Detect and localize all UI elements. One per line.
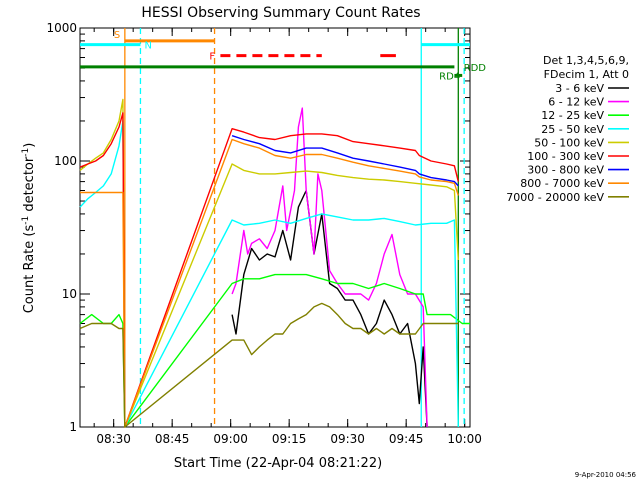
x-axis-label: Start Time (22-Apr-04 08:21:22) (174, 456, 382, 471)
legend-label: 12 - 25 keV (541, 109, 604, 122)
y-tick-label: 10 (62, 287, 77, 301)
legend-header-line1: Det 1,3,4,5,6,9, (543, 54, 629, 67)
y-axis-label-sup2: -1 (21, 148, 31, 157)
x-tick-labels: 08:30 08:45 09:00 09:15 09:30 09:45 10:00 (96, 432, 482, 446)
y-axis-label-sup1: -1 (21, 216, 31, 225)
series-line (80, 138, 459, 428)
y-tick-labels: 1 10 100 1000 (46, 21, 77, 434)
vertical-markers (124, 28, 465, 427)
legend-label: 50 - 100 keV (534, 136, 604, 149)
flag-label: N (144, 41, 151, 52)
y-tick-label: 100 (54, 154, 77, 168)
flag-bars: S N F RDD RD4 (80, 30, 487, 82)
series-line (231, 189, 428, 428)
series-line (79, 98, 459, 428)
series-line (79, 273, 470, 428)
y-axis-label-part2: detector (22, 156, 37, 216)
series-line (231, 135, 459, 187)
chart-title: HESSI Observing Summary Count Rates (141, 5, 420, 21)
y-axis-label: Count Rate (s-1 detector-1) (21, 143, 37, 314)
flag-label: F (209, 52, 215, 63)
legend: Det 1,3,4,5,6,9, FDecim 1, Att 0 3 - 6 k… (506, 54, 629, 204)
x-tick-label: 09:45 (389, 432, 424, 446)
legend-header-line2: FDecim 1, Att 0 (544, 68, 629, 81)
y-tick-label: 1000 (46, 21, 77, 35)
plot-area: S N F RDD RD4 (79, 27, 487, 428)
legend-label: 100 - 300 keV (527, 150, 604, 163)
series-lines (79, 98, 470, 428)
x-tick-label: 10:00 (447, 432, 482, 446)
plot-frame (79, 27, 471, 428)
series-line (79, 120, 459, 428)
legend-label: 25 - 50 keV (541, 123, 604, 136)
flag-label: RDD (464, 63, 487, 74)
x-tick-label: 08:45 (155, 432, 190, 446)
legend-label: 800 - 7000 keV (520, 177, 604, 190)
series-line (79, 112, 459, 428)
x-tick-label: 09:30 (330, 432, 365, 446)
y-tick-label: 1 (69, 420, 77, 434)
series-line (79, 302, 459, 428)
legend-label: 6 - 12 keV (548, 96, 604, 109)
legend-label: 3 - 6 keV (555, 82, 604, 95)
y-axis-label-part3: ) (22, 143, 37, 148)
flag-label: RD4 (439, 71, 460, 82)
x-tick-label: 09:00 (213, 432, 248, 446)
series-line (231, 107, 428, 428)
flag-label: S (114, 30, 120, 41)
legend-label: 300 - 800 keV (527, 164, 604, 177)
footer-timestamp: 9-Apr-2010 04:56 (575, 471, 637, 479)
x-tick-label: 08:30 (96, 432, 131, 446)
legend-label: 7000 - 20000 keV (506, 191, 604, 204)
x-tick-label: 09:15 (272, 432, 307, 446)
y-axis-label-part1: Count Rate (s (22, 225, 37, 314)
